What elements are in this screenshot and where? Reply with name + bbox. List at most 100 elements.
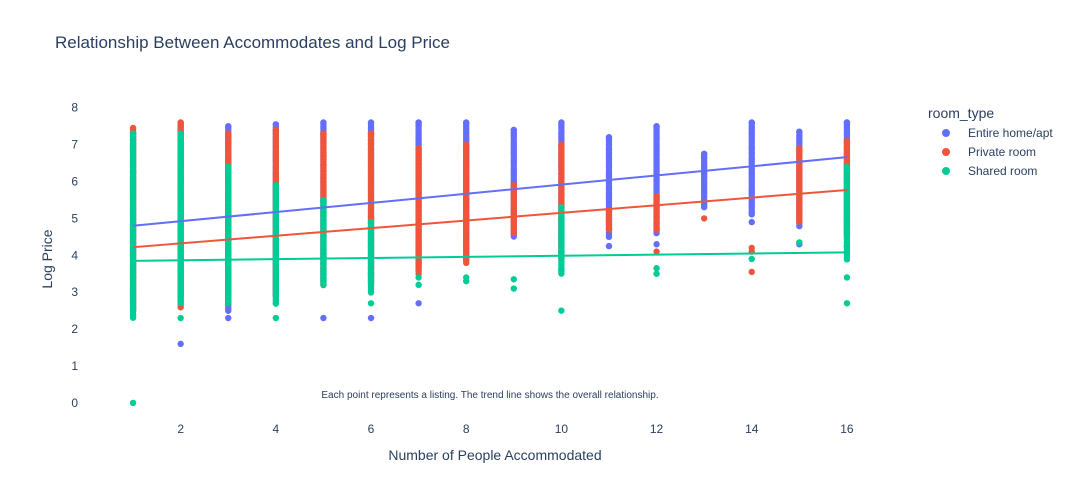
data-point[interactable] [129, 130, 137, 137]
data-point[interactable] [653, 265, 660, 272]
data-point[interactable] [463, 274, 470, 281]
series-entire-home-apt [129, 119, 851, 348]
y-tick-label: 0 [71, 396, 78, 410]
x-axis-title: Number of People Accommodated [388, 447, 601, 463]
y-tick-label: 6 [71, 175, 78, 189]
data-point[interactable] [177, 119, 184, 126]
data-point[interactable] [843, 137, 851, 145]
trend-line [132, 188, 848, 249]
data-point[interactable] [320, 196, 327, 204]
data-point[interactable] [558, 307, 565, 314]
data-point[interactable] [225, 300, 232, 307]
y-tick-label: 1 [71, 359, 78, 373]
data-point[interactable] [367, 119, 375, 126]
legend-title: room_type [928, 105, 995, 121]
data-point[interactable] [843, 274, 851, 281]
data-point[interactable] [272, 181, 280, 189]
x-tick-label: 12 [650, 422, 664, 436]
y-tick-label: 2 [71, 322, 78, 336]
y-axis-ticks: 0 1 2 3 4 5 6 7 8 [71, 101, 78, 410]
data-point[interactable] [700, 150, 708, 158]
legend-marker [942, 166, 950, 175]
y-tick-label: 3 [71, 285, 78, 299]
x-tick-label: 8 [463, 422, 470, 436]
data-point[interactable] [605, 242, 613, 250]
legend: room_type Entire home/apt Private room Sha… [928, 105, 1053, 180]
data-point[interactable] [225, 163, 232, 170]
data-point[interactable] [510, 285, 517, 292]
data-point[interactable] [320, 314, 327, 322]
chart-annotation: Each point represents a listing. The tre… [321, 390, 658, 401]
data-point[interactable] [225, 130, 232, 137]
data-point[interactable] [653, 193, 660, 200]
data-point[interactable] [843, 163, 851, 170]
trend-line [133, 251, 847, 262]
data-point[interactable] [225, 314, 232, 322]
data-point[interactable] [129, 124, 137, 132]
data-point[interactable] [605, 134, 613, 141]
data-point[interactable] [796, 239, 803, 246]
data-point[interactable] [415, 145, 422, 152]
x-tick-label: 14 [745, 422, 759, 436]
legend-label: Private room [968, 144, 1037, 159]
data-point[interactable] [415, 119, 422, 126]
data-point[interactable] [129, 399, 137, 407]
y-tick-label: 8 [71, 101, 78, 115]
data-point[interactable] [510, 126, 517, 134]
data-point[interactable] [415, 300, 422, 307]
x-axis-ticks: 2 4 6 8 10 12 14 16 [177, 422, 854, 436]
data-point[interactable] [272, 121, 280, 128]
data-point[interactable] [653, 270, 660, 277]
data-point[interactable] [177, 314, 184, 322]
y-axis-title: Log Price [39, 229, 55, 288]
x-tick-label: 10 [555, 422, 569, 436]
data-point[interactable] [510, 276, 517, 283]
data-point[interactable] [558, 119, 565, 126]
data-point[interactable] [415, 274, 422, 281]
data-point[interactable] [796, 128, 803, 135]
data-point[interactable] [653, 241, 660, 248]
data-point[interactable] [177, 130, 184, 137]
points-layer [129, 119, 851, 407]
data-point[interactable] [843, 300, 851, 307]
data-point[interactable] [748, 218, 755, 226]
trend-layer [132, 156, 848, 262]
y-tick-label: 4 [71, 248, 78, 262]
data-point[interactable] [225, 122, 232, 130]
series-shared-room [129, 130, 851, 407]
legend-label: Shared room [968, 163, 1038, 178]
data-point[interactable] [272, 314, 280, 322]
legend-item[interactable]: Entire home/apt [928, 123, 1053, 142]
data-point[interactable] [320, 119, 327, 126]
data-point[interactable] [367, 300, 375, 307]
data-point[interactable] [796, 145, 803, 152]
data-point[interactable] [558, 141, 565, 148]
data-point[interactable] [463, 119, 470, 126]
x-tick-label: 16 [840, 422, 854, 436]
chart-title: Relationship Between Accommodates and Lo… [55, 33, 451, 52]
data-point[interactable] [653, 248, 660, 255]
data-point[interactable] [367, 218, 375, 226]
data-point[interactable] [320, 130, 327, 137]
data-point[interactable] [558, 204, 565, 211]
data-point[interactable] [700, 215, 708, 222]
legend-item[interactable]: Shared room [928, 161, 1053, 180]
data-point[interactable] [463, 141, 470, 148]
data-point[interactable] [367, 314, 375, 322]
y-tick-label: 5 [71, 211, 78, 225]
y-tick-label: 7 [71, 138, 78, 152]
data-point[interactable] [510, 181, 517, 189]
data-point[interactable] [558, 266, 565, 274]
data-point[interactable] [653, 122, 660, 130]
data-point[interactable] [843, 119, 851, 126]
data-point[interactable] [367, 130, 375, 137]
data-point[interactable] [748, 119, 755, 126]
data-point[interactable] [748, 268, 755, 276]
data-point[interactable] [272, 126, 280, 134]
data-point[interactable] [177, 340, 184, 348]
data-point[interactable] [415, 281, 422, 289]
legend-item[interactable]: Private room [928, 142, 1053, 161]
legend-marker [942, 147, 950, 156]
data-point[interactable] [748, 255, 755, 263]
